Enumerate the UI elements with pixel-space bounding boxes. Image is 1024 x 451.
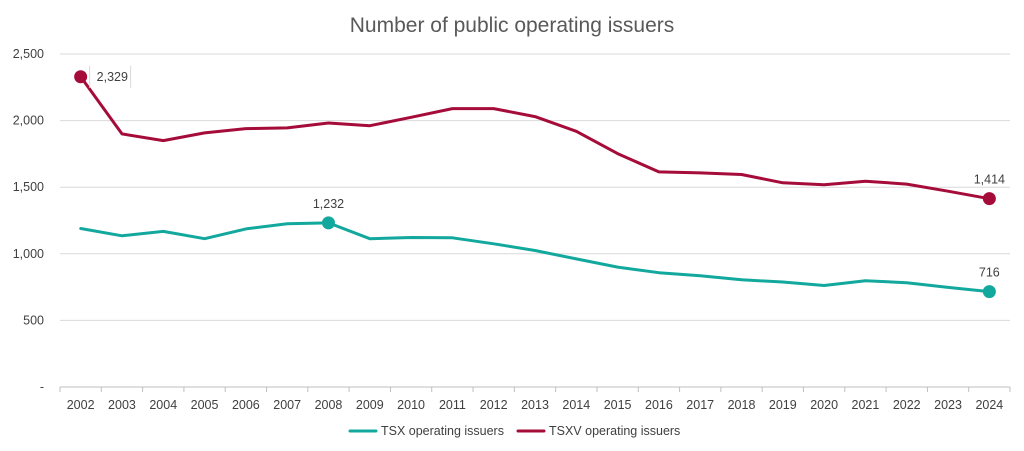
x-tick-label: 2009 [356,398,384,412]
x-tick-label: 2005 [191,398,219,412]
legend-label-0: TSX operating issuers [381,424,504,438]
legend-label-1: TSXV operating issuers [549,424,680,438]
legend: TSX operating issuers TSXV operating issu… [348,424,680,438]
data-point-marker [321,216,335,230]
chart-title: Number of public operating issuers [350,14,675,37]
x-tick-label: 2016 [645,398,673,412]
x-tick-label: 2004 [149,398,177,412]
x-tick-label: 2020 [810,398,838,412]
data-point-marker [982,285,996,299]
x-tick-label: 2006 [232,398,260,412]
data-point-marker [74,70,88,84]
x-tick-label: 2023 [934,398,962,412]
data-markers [74,70,996,299]
gridlines [60,53,1010,321]
series-lines [79,75,991,294]
data-label: 1,232 [313,197,344,211]
x-tick-label: 2021 [852,398,880,412]
y-tick-label: 1,000 [13,247,44,261]
x-tick-label: 2022 [893,398,921,412]
x-tick-label: 2011 [439,398,466,412]
series-line-0 [79,221,991,294]
x-tick-label: 2014 [562,398,590,412]
x-tick-label: 2019 [769,398,797,412]
y-tick-label: 2,000 [13,114,44,128]
axes: - 500 1,000 1,500 2,000 2,500 2002 2003 2004 2005… [13,47,1011,412]
y-tick-label: 500 [23,313,44,327]
x-tick-label: 2010 [397,398,425,412]
x-tick-label: 2007 [273,398,301,412]
data-labels: 2,329 1,414 1,232 716 [89,65,1005,280]
series-line-1 [79,75,991,201]
x-tick-label: 2003 [108,398,136,412]
y-tick-label: - [40,380,44,394]
x-tick-label: 2012 [480,398,508,412]
x-tick-label: 2002 [67,398,95,412]
data-label: 1,414 [974,173,1005,187]
y-tick-label: 2,500 [13,47,44,61]
data-label: 2,329 [97,70,128,84]
x-tick-label: 2015 [604,398,632,412]
x-tick-label: 2008 [315,398,343,412]
data-label: 716 [979,266,1000,280]
x-tick-label: 2017 [686,398,714,412]
x-tick-label: 2024 [975,398,1003,412]
y-tick-label: 1,500 [13,180,44,194]
x-tick-label: 2018 [728,398,756,412]
x-tick-label: 2013 [521,398,549,412]
data-point-marker [982,192,996,206]
